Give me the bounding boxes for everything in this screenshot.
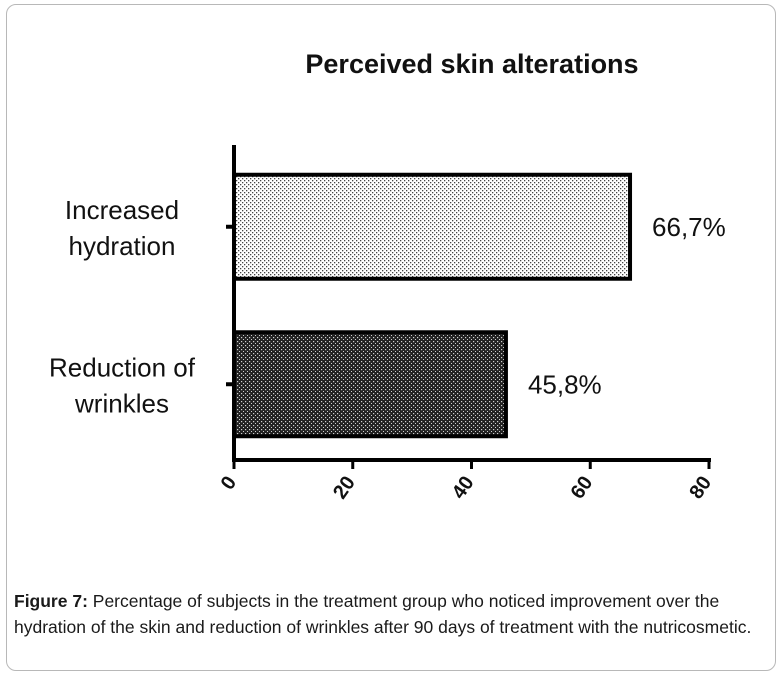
x-tick-label-3: 60 xyxy=(567,472,598,503)
value-label-1: 45,8% xyxy=(528,369,602,399)
caption-label: Figure 7: xyxy=(14,591,88,611)
category-label-1-1: wrinkles xyxy=(74,388,169,418)
x-tick-label-1: 20 xyxy=(329,472,360,503)
x-tick-label-2: 40 xyxy=(448,472,479,503)
plot-area: 66,7% Increased hydration 45,8% Reduction of… xyxy=(49,145,726,503)
chart-title: Perceived skin alterations xyxy=(305,49,638,79)
category-label-0-1: hydration xyxy=(69,231,176,261)
category-label-0-0: Increased xyxy=(65,195,179,225)
category-label-1-0: Reduction of xyxy=(49,352,196,382)
bar-1 xyxy=(232,330,508,439)
bar-chart: Perceived skin alterations 66,7% Increase… xyxy=(49,49,726,503)
caption-text: Percentage of subjects in the treatment … xyxy=(14,591,752,637)
x-tick-label-4: 80 xyxy=(685,472,716,503)
bar-0 xyxy=(232,172,633,281)
figure-caption: Figure 7: Percentage of subjects in the … xyxy=(14,588,774,640)
x-tick-label-0: 0 xyxy=(217,472,241,494)
value-label-0: 66,7% xyxy=(652,212,726,242)
